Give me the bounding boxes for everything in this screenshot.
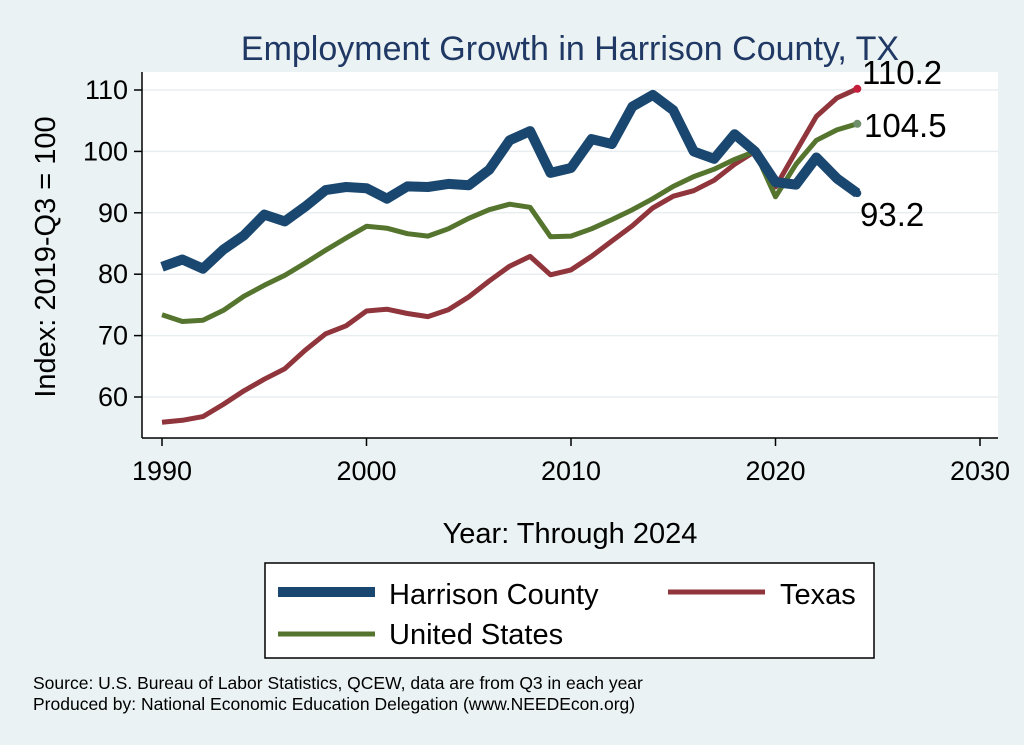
chart-title: Employment Growth in Harrison County, TX — [241, 30, 899, 68]
x-tick-label: 2000 — [336, 456, 396, 486]
x-tick-label: 1990 — [132, 456, 192, 486]
series-lines — [160, 86, 861, 425]
y-tick-label: 110 — [85, 75, 128, 105]
plot-area — [142, 72, 998, 438]
end-label-united-states: 104.5 — [864, 107, 947, 144]
legend-label-harrison: Harrison County — [389, 579, 599, 611]
y-tick-label: 90 — [98, 198, 128, 228]
series-line-harrison — [160, 89, 861, 274]
y-tick-label: 80 — [98, 259, 128, 289]
end-markers — [853, 84, 862, 198]
x-tick-label: 2030 — [950, 456, 1010, 486]
y-axis-ticks: 60 70 80 90 100 110 — [83, 75, 142, 412]
y-axis-title: Index: 2019-Q3 = 100 — [30, 116, 62, 397]
legend-box — [264, 562, 875, 659]
x-axis-ticks: 1990 2000 2010 2020 2030 — [132, 438, 1010, 486]
x-axis-title: Year: Through 2024 — [443, 518, 698, 550]
axes — [141, 72, 998, 439]
series-line-united-states — [161, 121, 859, 324]
producer-note: Produced by: National Economic Education… — [33, 694, 635, 714]
series-line-texas — [161, 86, 859, 425]
y-tick-label: 60 — [98, 382, 128, 412]
y-tick-label: 100 — [83, 136, 128, 166]
source-note: Source: U.S. Bureau of Labor Statistics,… — [33, 673, 643, 693]
x-tick-label: 2010 — [541, 456, 601, 486]
end-marker-united-states — [853, 119, 862, 128]
end-label-harrison: 93.2 — [860, 196, 924, 233]
legend-label-texas: Texas — [780, 579, 856, 611]
legend: Harrison County Texas United States — [264, 562, 875, 659]
y-tick-label: 70 — [98, 321, 128, 351]
end-label-texas: 110.2 — [862, 54, 942, 91]
legend-label-united-states: United States — [389, 619, 563, 651]
x-tick-label: 2020 — [745, 456, 805, 486]
end-marker-texas — [853, 84, 862, 93]
end-marker-harrison — [853, 189, 862, 198]
